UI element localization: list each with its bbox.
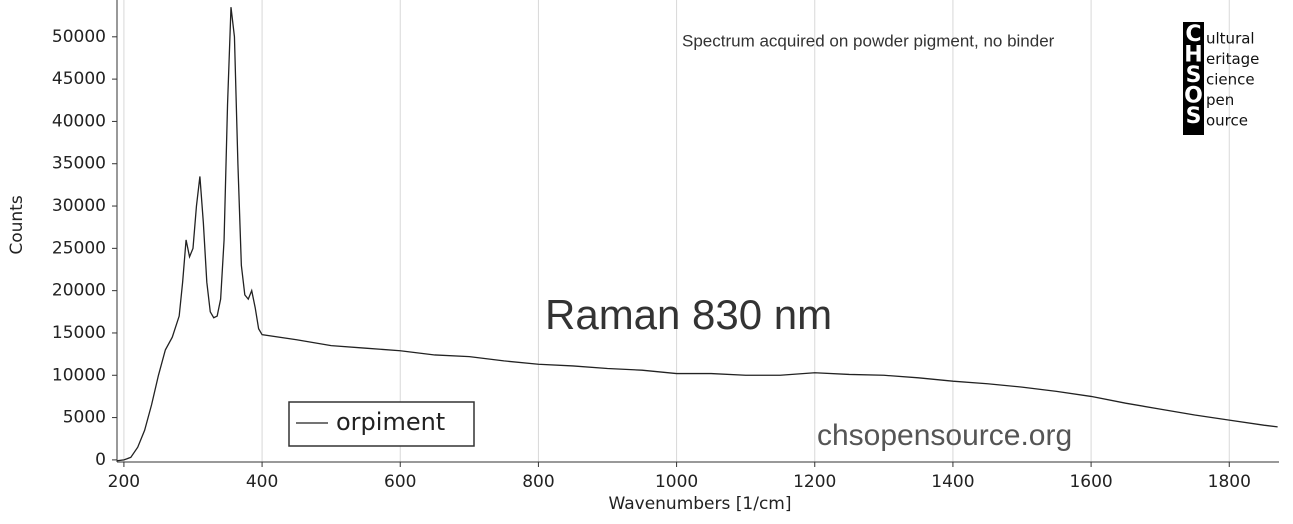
logo-bar [1183,22,1204,135]
x-tick-label: 1000 [655,472,698,492]
y-tick-label: 10000 [52,365,106,385]
x-tick-label: 400 [246,472,278,492]
y-tick-label: 15000 [52,323,106,343]
y-tick-label: 25000 [52,238,106,258]
y-tick-label: 30000 [52,196,106,216]
annotation: Spectrum acquired on powder pigment, no … [682,31,1055,50]
annotation: Raman 830 nm [545,291,832,338]
y-tick-label: 0 [95,450,106,470]
logo-word: cience [1206,71,1255,89]
logo-word: ource [1206,112,1248,130]
legend-box [288,401,475,447]
x-tick-label: 600 [384,472,416,492]
x-tick-label: 1800 [1208,472,1251,492]
y-tick-label: 50000 [52,27,106,47]
x-tick-label: 1200 [793,472,836,492]
logo-word: pen [1206,91,1234,109]
legend-label: orpiment [336,408,445,436]
x-tick-label: 800 [522,472,554,492]
y-tick-label: 35000 [52,154,106,174]
y-axis-title: Counts [7,195,27,254]
plot-area: 200 400 600 800 1000 1200 1400 1600 1800 0 5000 100… [52,0,1279,492]
logo-word: ultural [1206,30,1255,48]
logo-word: eritage [1206,50,1259,68]
logo-letter: H [1184,43,1202,68]
logo-letter: C [1185,22,1201,47]
logo-letter: S [1186,104,1202,129]
y-tick-label: 20000 [52,281,106,301]
spectrum-line [116,7,1278,462]
y-tick-label: 40000 [52,111,106,131]
x-axis-title: Wavenumbers [1/cm] [609,494,792,514]
annotation: chsopensource.org [817,419,1072,452]
y-tick-label: 5000 [63,408,106,428]
y-tick-label: 45000 [52,69,106,89]
x-tick-label: 1600 [1069,472,1112,492]
x-tick-label: 200 [108,472,140,492]
x-tick-label: 1400 [931,472,974,492]
logo-letter: O [1184,84,1203,109]
logo-letter: S [1186,63,1202,88]
